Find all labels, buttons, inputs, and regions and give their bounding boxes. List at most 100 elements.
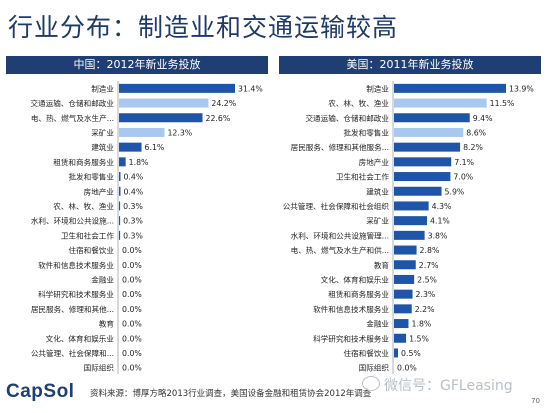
us-bar xyxy=(394,142,461,152)
us-category-label: 软件和信息技术服务业 xyxy=(313,304,389,314)
cn-category-label: 交通运输、仓储和邮政业 xyxy=(30,98,114,108)
cn-category-label: 采矿业 xyxy=(91,127,114,137)
us-category-label: 批发和零售业 xyxy=(343,127,389,137)
us-category-label: 科学研究和技术服务业 xyxy=(313,333,389,343)
cn-category-label: 住宿和餐饮业 xyxy=(68,245,114,255)
us-category-label: 制造业 xyxy=(366,83,389,93)
cn-category-label: 卫生和社会工作 xyxy=(61,230,115,240)
source-note: 资料来源：博厚方略2013行业调查，美国设备金融和租赁协会2012年调查 xyxy=(90,389,372,399)
us-value-label: 9.4% xyxy=(473,114,493,123)
us-category-label: 电、热、燃气及水生产和供... xyxy=(291,245,389,255)
cn-category-label: 租赁和商务服务业 xyxy=(53,157,114,167)
cn-value-label: 0.0% xyxy=(122,349,142,358)
cn-category-label: 建筑业 xyxy=(91,142,114,152)
cn-bar xyxy=(119,230,121,240)
cn-value-label: 0.0% xyxy=(122,275,142,284)
cn-category-label: 教育 xyxy=(99,319,115,329)
cn-value-label: 22.6% xyxy=(205,114,230,123)
cn-bar xyxy=(119,186,121,196)
cn-value-label: 0.0% xyxy=(122,246,142,255)
us-bar xyxy=(394,127,464,137)
cn-category-label: 国际组织 xyxy=(84,363,115,373)
us-category-label: 住宿和餐饮业 xyxy=(343,348,389,358)
cn-category-label: 软件和信息技术服务业 xyxy=(38,260,114,270)
china-bar-chart: 制造业 31.4% 交通运输、仓储和邮政业 24.2% 电、热、燃气及水生产... 22.… xyxy=(30,81,263,374)
us-bar xyxy=(394,98,487,108)
cn-category-label: 公共管理、社会保障和... xyxy=(31,348,114,358)
cn-category-label: 制造业 xyxy=(91,83,114,93)
cn-category-label: 文化、体育和娱乐业 xyxy=(46,333,115,343)
us-category-label: 租赁和商务服务业 xyxy=(328,289,389,299)
us-value-label: 8.6% xyxy=(466,128,486,137)
us-value-label: 11.5% xyxy=(490,99,515,108)
capsol-logo: CapSol xyxy=(6,381,75,402)
us-category-label: 国际组织 xyxy=(359,363,390,373)
page-title: 行业分布：制造业和交通运输较高 xyxy=(8,13,399,42)
cn-bar xyxy=(119,113,203,123)
cn-bar xyxy=(119,216,121,226)
cn-value-label: 0.0% xyxy=(122,334,142,343)
cn-value-label: 0.3% xyxy=(123,231,143,240)
cn-value-label: 12.3% xyxy=(167,128,192,137)
cn-value-label: 0.3% xyxy=(123,217,143,226)
cn-category-label: 房地产业 xyxy=(84,186,115,196)
us-value-label: 7.1% xyxy=(454,158,474,167)
us-value-label: 5.9% xyxy=(445,187,465,196)
cn-category-label: 科学研究和技术服务业 xyxy=(38,289,114,299)
us-bar xyxy=(394,348,399,358)
wechat-watermark: 微信号：GFLeasing xyxy=(362,375,513,395)
us-category-label: 公共管理、社会保障和社会组织 xyxy=(283,201,390,211)
us-bar xyxy=(394,172,451,182)
us-category-label: 建筑业 xyxy=(366,186,389,196)
cn-value-label: 0.0% xyxy=(122,261,142,270)
wechat-icon xyxy=(362,376,380,391)
us-value-label: 4.3% xyxy=(432,202,452,211)
us-category-label: 卫生和社会工作 xyxy=(336,172,390,182)
us-category-label: 文化、体育和娱乐业 xyxy=(321,274,390,284)
us-bar xyxy=(394,83,506,93)
us-value-label: 0.0% xyxy=(397,364,417,373)
us-bar xyxy=(394,186,442,196)
cn-value-label: 31.4% xyxy=(238,84,263,93)
us-chart-title: 美国：2011年新业务投放 xyxy=(279,56,541,74)
us-value-label: 1.5% xyxy=(409,334,429,343)
us-value-label: 2.5% xyxy=(417,275,437,284)
cn-bar xyxy=(119,172,121,182)
cn-bar xyxy=(119,157,126,167)
watermark-text: 微信号：GFLeasing xyxy=(384,378,513,394)
us-bar xyxy=(394,230,425,240)
us-category-label: 金融业 xyxy=(366,319,389,329)
us-bar xyxy=(394,113,470,123)
cn-value-label: 0.0% xyxy=(122,364,142,373)
cn-category-label: 金融业 xyxy=(91,274,114,284)
us-category-label: 房地产业 xyxy=(359,157,390,167)
us-category-label: 交通运输、仓储和邮政业 xyxy=(305,113,389,123)
us-value-label: 1.8% xyxy=(412,320,432,329)
cn-category-label: 批发和零售业 xyxy=(68,172,114,182)
cn-bar xyxy=(119,127,165,137)
cn-value-label: 6.1% xyxy=(145,143,165,152)
cn-bar xyxy=(119,142,142,152)
china-chart-title: 中国：2012年新业务投放 xyxy=(6,56,268,74)
cn-category-label: 居民服务、修理和其他... xyxy=(31,304,114,314)
cn-bar xyxy=(119,98,209,108)
us-bar xyxy=(394,216,428,226)
us-bar xyxy=(394,274,415,284)
us-bar xyxy=(394,289,413,299)
us-value-label: 2.7% xyxy=(419,261,439,270)
page-number: 70 xyxy=(531,397,540,405)
us-category-label: 水利、环境和公共设施管理... xyxy=(291,230,389,240)
us-value-label: 7.0% xyxy=(453,173,473,182)
cn-value-label: 0.0% xyxy=(122,320,142,329)
us-bar xyxy=(394,157,452,167)
us-value-label: 2.3% xyxy=(416,290,436,299)
us-value-label: 8.2% xyxy=(463,143,483,152)
cn-value-label: 1.8% xyxy=(129,158,149,167)
cn-value-label: 0.0% xyxy=(122,305,142,314)
us-category-label: 教育 xyxy=(374,260,390,270)
us-category-label: 居民服务、修理和其他服务... xyxy=(291,142,389,152)
us-value-label: 0.5% xyxy=(401,349,421,358)
cn-value-label: 0.3% xyxy=(123,202,143,211)
us-bar-chart: 制造业 13.9% 农、林、牧、渔业 11.5% 交通运输、仓储和邮政业 9.4% 批发和零… xyxy=(283,81,534,374)
us-category-label: 农、林、牧、渔业 xyxy=(328,98,389,108)
